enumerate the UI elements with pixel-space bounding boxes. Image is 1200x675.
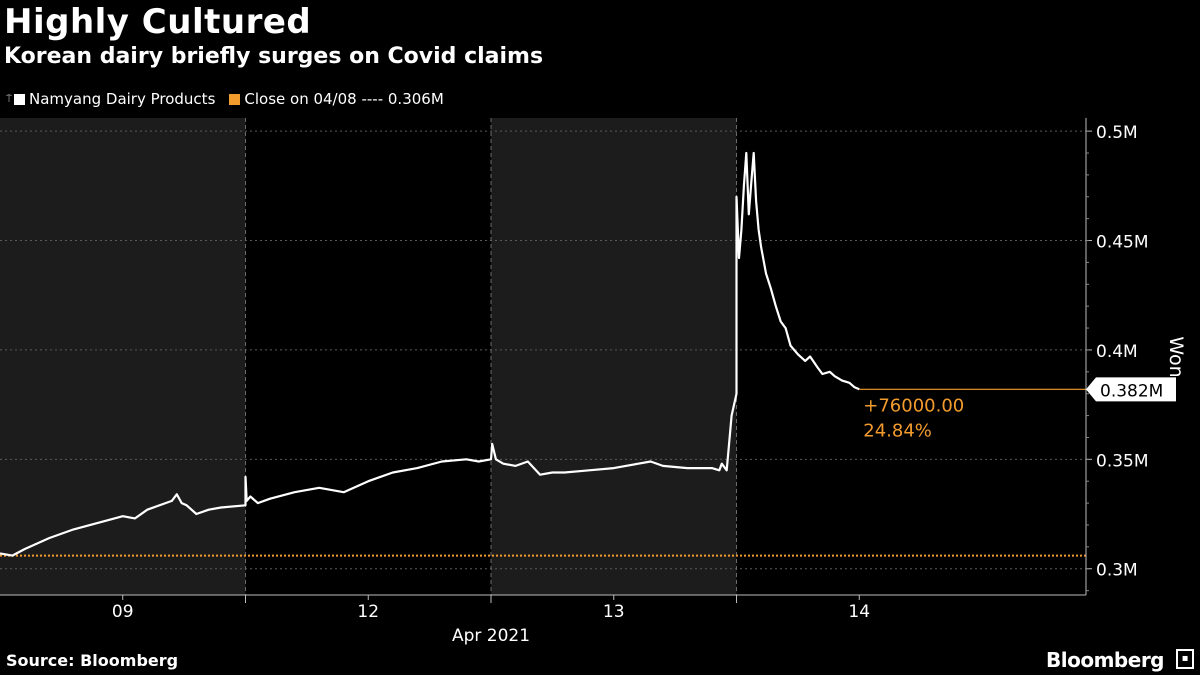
- y-axis-label: Won: [1165, 336, 1187, 377]
- legend-swatch-close: [229, 93, 241, 105]
- x-tick-label-0: 09: [112, 602, 134, 622]
- chart-subtitle: Korean dairy briefly surges on Covid cla…: [4, 44, 544, 69]
- x-tick-label-3: 14: [848, 602, 870, 622]
- legend-label-close: Close on 04/08 ---- 0.306M: [244, 90, 444, 108]
- y-tick-label-2: 0.4M: [1096, 342, 1138, 362]
- x-axis-label: Apr 2021: [452, 626, 530, 646]
- annotation-percent: 24.84%: [863, 420, 932, 441]
- shaded-session-1: [491, 118, 737, 595]
- source-note: Source: Bloomberg: [6, 651, 179, 670]
- legend-item-close: Close on 04/08 ---- 0.306M: [229, 90, 444, 108]
- legend: ⍑ Namyang Dairy Products Close on 04/08 …: [6, 90, 458, 108]
- legend-label-series: Namyang Dairy Products: [29, 90, 216, 108]
- brand-name: Bloomberg: [1046, 648, 1164, 672]
- y-tick-label-3: 0.45M: [1096, 233, 1149, 253]
- last-value-label: 0.382M: [1100, 381, 1163, 401]
- x-tick-label-2: 13: [603, 602, 625, 622]
- last-value-callout: [1086, 377, 1176, 402]
- annotation-change: +76000.00: [863, 395, 964, 416]
- series-line-0: [0, 151, 860, 557]
- shaded-session-0: [0, 118, 246, 595]
- x-tick-label-1: 12: [357, 602, 379, 622]
- y-tick-label-0: 0.3M: [1096, 561, 1138, 581]
- chart-title: Highly Cultured: [4, 2, 312, 42]
- y-tick-label-4: 0.5M: [1096, 123, 1138, 143]
- bloomberg-logo-icon: ▪: [1176, 649, 1194, 669]
- legend-item-series: ⍑ Namyang Dairy Products: [6, 90, 215, 108]
- legend-swatch-series: [14, 93, 25, 105]
- legend-handle-icon: ⍑: [6, 93, 12, 105]
- y-tick-label-1: 0.35M: [1096, 451, 1149, 471]
